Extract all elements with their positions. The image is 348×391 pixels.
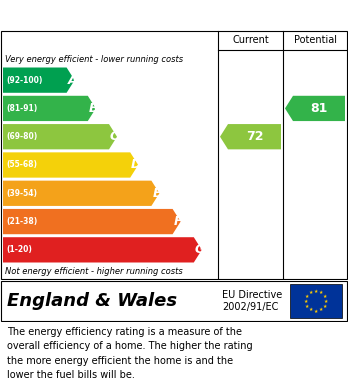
Bar — [290, 284, 342, 318]
Text: The energy efficiency rating is a measure of the
overall efficiency of a home. T: The energy efficiency rating is a measur… — [7, 327, 253, 380]
Text: Potential: Potential — [294, 35, 337, 45]
Polygon shape — [3, 124, 117, 149]
Text: (21-38): (21-38) — [6, 217, 37, 226]
Polygon shape — [285, 96, 345, 121]
Text: ★: ★ — [305, 294, 309, 298]
Text: ★: ★ — [324, 298, 328, 303]
Text: (92-100): (92-100) — [6, 75, 42, 84]
Text: Current: Current — [232, 35, 269, 45]
Text: G: G — [195, 243, 205, 256]
Text: ★: ★ — [314, 308, 318, 314]
Text: (55-68): (55-68) — [6, 160, 37, 170]
Text: ★: ★ — [319, 307, 323, 312]
Text: Very energy efficient - lower running costs: Very energy efficient - lower running co… — [5, 54, 183, 63]
Text: F: F — [174, 215, 182, 228]
Text: Not energy efficient - higher running costs: Not energy efficient - higher running co… — [5, 267, 183, 276]
Text: England & Wales: England & Wales — [7, 292, 177, 310]
Text: EU Directive
2002/91/EC: EU Directive 2002/91/EC — [222, 290, 282, 312]
Text: E: E — [152, 187, 161, 200]
Text: ★: ★ — [305, 303, 309, 308]
Polygon shape — [3, 237, 202, 262]
Text: Energy Efficiency Rating: Energy Efficiency Rating — [8, 7, 218, 23]
Text: C: C — [110, 130, 119, 143]
Text: ★: ★ — [309, 290, 313, 295]
Text: D: D — [131, 158, 142, 172]
Polygon shape — [3, 209, 181, 234]
Polygon shape — [3, 68, 74, 93]
Text: ★: ★ — [319, 290, 323, 295]
Text: (39-54): (39-54) — [6, 189, 37, 198]
Text: (81-91): (81-91) — [6, 104, 37, 113]
Text: ★: ★ — [314, 289, 318, 294]
Text: ★: ★ — [304, 298, 308, 303]
Text: ★: ★ — [323, 303, 327, 308]
Polygon shape — [3, 152, 138, 178]
Text: ★: ★ — [323, 294, 327, 298]
Text: (69-80): (69-80) — [6, 132, 37, 141]
Text: ★: ★ — [309, 307, 313, 312]
Polygon shape — [3, 96, 96, 121]
Text: (1-20): (1-20) — [6, 246, 32, 255]
Text: 72: 72 — [246, 130, 263, 143]
Text: B: B — [89, 102, 98, 115]
Text: A: A — [68, 74, 77, 87]
Text: 81: 81 — [310, 102, 328, 115]
Polygon shape — [3, 181, 159, 206]
Polygon shape — [220, 124, 281, 149]
